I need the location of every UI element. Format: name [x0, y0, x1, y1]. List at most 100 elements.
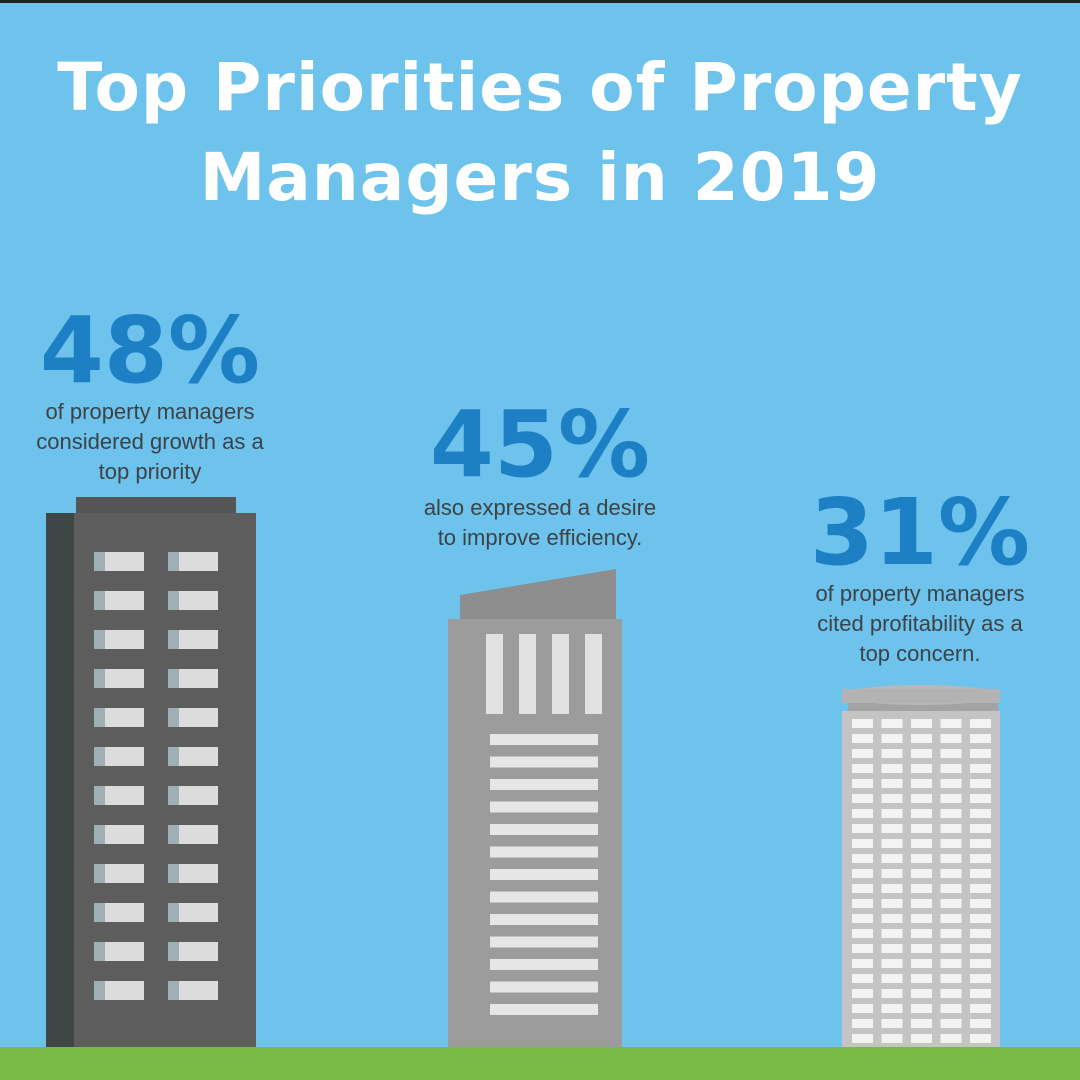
window [911, 989, 932, 998]
window [490, 846, 598, 858]
window [852, 1019, 873, 1028]
window [940, 749, 962, 758]
window [970, 989, 991, 998]
window [970, 899, 991, 908]
window [852, 824, 873, 833]
window [881, 1034, 903, 1043]
window [94, 942, 105, 961]
window [94, 786, 144, 805]
window [911, 914, 932, 923]
window [970, 974, 991, 983]
window [881, 974, 903, 983]
title-line-1: Top Priorities of Property [57, 49, 1023, 126]
window [94, 708, 105, 727]
window [94, 708, 144, 727]
window [94, 981, 144, 1000]
window [940, 989, 962, 998]
window [970, 1034, 991, 1043]
window [940, 734, 962, 743]
window [852, 884, 873, 893]
window [881, 944, 903, 953]
window [881, 1004, 903, 1013]
window [168, 864, 218, 883]
window [168, 942, 218, 961]
window [168, 942, 179, 961]
window [940, 794, 962, 803]
window [940, 869, 962, 878]
window [94, 864, 144, 883]
window [940, 1004, 962, 1013]
window [940, 1034, 962, 1043]
buildings-illustration [46, 497, 1000, 1053]
window [911, 809, 932, 818]
window [852, 974, 873, 983]
stat-profitability-line-3: top concern. [859, 641, 981, 666]
window [168, 825, 179, 844]
window [490, 734, 598, 745]
window [881, 734, 903, 743]
stat-efficiency-value: 45% [429, 391, 651, 498]
stat-profitability-line-1: of property managers [815, 581, 1025, 606]
stat-profitability-value: 31% [809, 479, 1031, 586]
window [911, 779, 932, 788]
window [168, 669, 179, 688]
window [940, 764, 962, 773]
window [490, 801, 598, 813]
dark-tower-building [46, 497, 256, 1053]
page-title: Top Priorities of Property Managers in 2… [0, 43, 1080, 223]
window [168, 864, 179, 883]
window [970, 884, 991, 893]
window [911, 869, 932, 878]
window [168, 747, 218, 766]
window [852, 959, 873, 968]
window [486, 634, 503, 714]
window [94, 552, 105, 571]
window [94, 786, 105, 805]
window [881, 719, 903, 728]
window [911, 794, 932, 803]
window [852, 809, 873, 818]
window [852, 899, 873, 908]
window [940, 854, 962, 863]
window [970, 1004, 991, 1013]
window [970, 944, 991, 953]
window [911, 734, 932, 743]
window [94, 747, 144, 766]
window [94, 825, 144, 844]
window [970, 794, 991, 803]
window [911, 944, 932, 953]
window [490, 1004, 598, 1015]
window [168, 981, 179, 1000]
window [881, 884, 903, 893]
window [490, 756, 598, 768]
window [881, 869, 903, 878]
window [852, 749, 873, 758]
window [490, 959, 598, 970]
window [940, 824, 962, 833]
window [490, 779, 598, 790]
window [168, 825, 218, 844]
window [881, 959, 903, 968]
window [94, 903, 105, 922]
window [94, 630, 144, 649]
window [168, 747, 179, 766]
window [94, 669, 144, 688]
window [852, 989, 873, 998]
window [911, 974, 932, 983]
window [852, 914, 873, 923]
window [490, 914, 598, 925]
window [970, 734, 991, 743]
window [94, 825, 105, 844]
window [881, 899, 903, 908]
window [168, 552, 179, 571]
window [168, 786, 179, 805]
stat-efficiency-line-2: to improve efficiency. [437, 525, 643, 550]
window [94, 903, 144, 922]
window [168, 903, 218, 922]
window [970, 779, 991, 788]
window [940, 944, 962, 953]
stat-efficiency-caption: also expressed a desire to improve effic… [390, 493, 690, 553]
window [881, 854, 903, 863]
window [940, 884, 962, 893]
window [852, 1034, 873, 1043]
